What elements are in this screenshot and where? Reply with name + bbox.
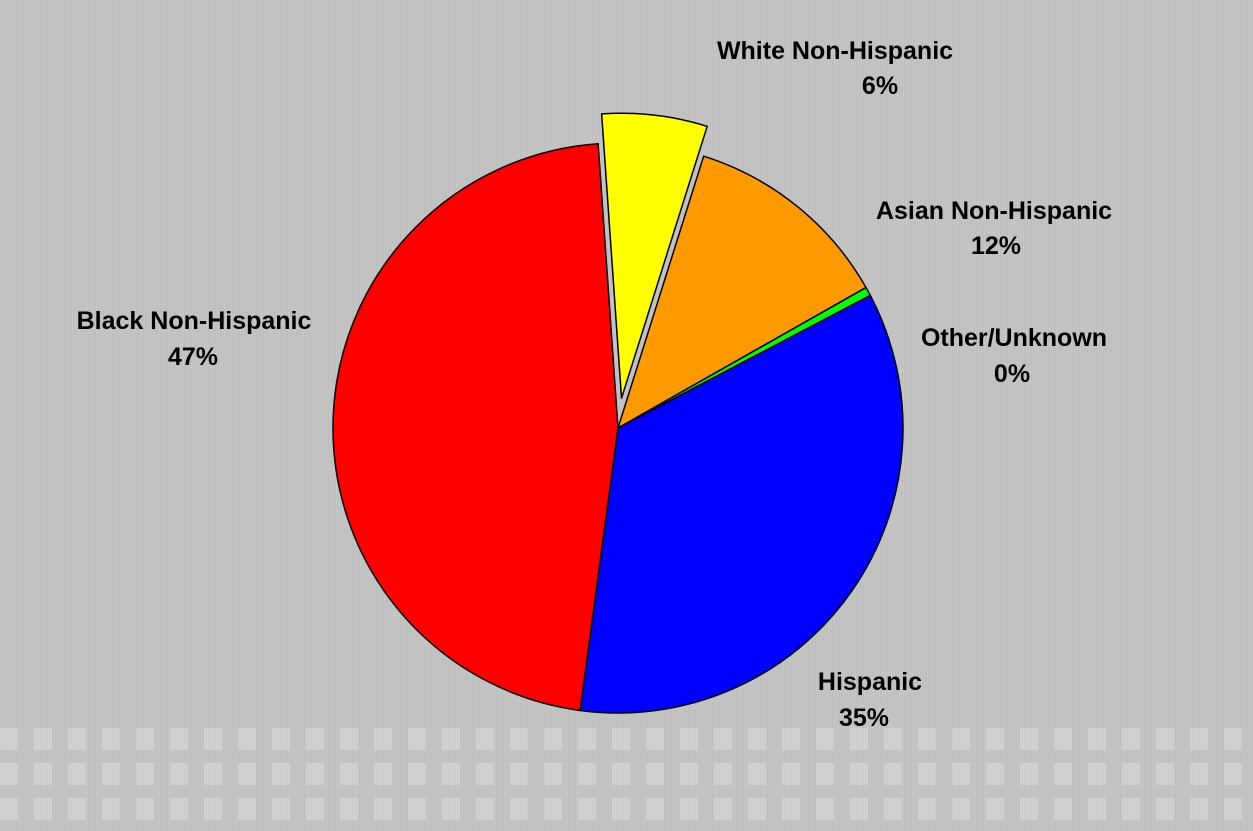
background-tile-strip <box>0 728 1253 750</box>
slice-label-white: White Non-Hispanic <box>717 37 953 65</box>
slice-value-white: 6% <box>862 72 898 100</box>
slice-white <box>600 112 708 399</box>
pie-slices <box>332 112 904 714</box>
slice-label-hispanic: Hispanic <box>818 668 922 696</box>
slice-value-black: 47% <box>168 343 218 371</box>
background-tile-strip <box>0 798 1253 820</box>
slice-value-asian: 12% <box>971 232 1021 260</box>
slice-value-other: 0% <box>994 360 1030 388</box>
slice-black <box>332 142 619 712</box>
background-tile-strip <box>0 763 1253 785</box>
slice-label-asian: Asian Non-Hispanic <box>876 197 1112 225</box>
slice-label-other: Other/Unknown <box>921 324 1107 352</box>
slice-asian <box>617 155 867 429</box>
slice-hispanic <box>579 294 904 714</box>
slice-label-black: Black Non-Hispanic <box>77 307 312 335</box>
pie-labels: White Non-Hispanic 6% Asian Non-Hispanic… <box>77 37 1113 732</box>
slice-value-hispanic: 35% <box>839 704 889 732</box>
